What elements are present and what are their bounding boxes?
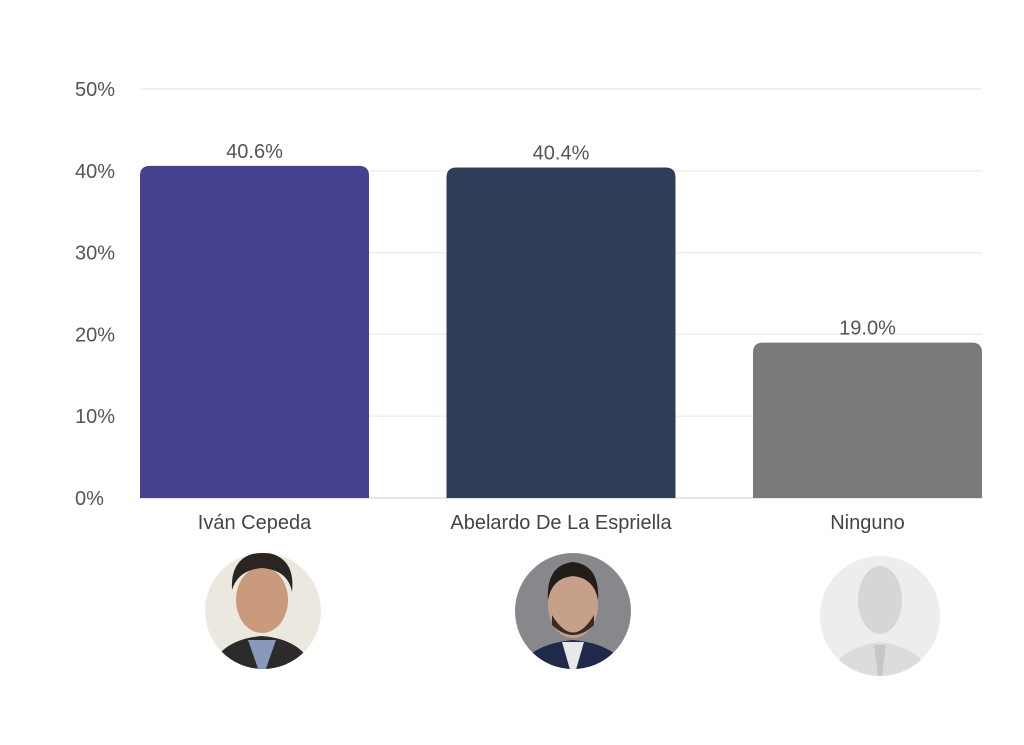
bars <box>140 165 982 498</box>
x-axis: Iván Cepeda Abelardo De La Espriella Ningu… <box>198 512 905 534</box>
y-tick-label: 50% <box>75 79 115 101</box>
x-tick-label: Ninguno <box>830 512 905 534</box>
y-axis: 0% 10% 20% 30% 40% 50% <box>75 79 115 510</box>
y-tick-label: 10% <box>75 406 115 428</box>
bar <box>753 342 982 498</box>
y-tick-label: 40% <box>75 161 115 183</box>
avatar-abelardo-de-la-espriella <box>515 553 631 669</box>
y-tick-label: 30% <box>75 243 115 265</box>
x-tick-label: Iván Cepeda <box>198 512 312 534</box>
data-label: 19.0% <box>839 318 896 340</box>
bar <box>446 167 676 498</box>
data-label: 40.4% <box>533 143 590 165</box>
data-label: 40.6% <box>226 141 283 163</box>
x-tick-label: Abelardo De La Espriella <box>450 512 672 534</box>
data-labels: 40.6% 40.4% 19.0% <box>226 141 896 340</box>
avatar-ninguno-faceless <box>820 556 940 676</box>
bar <box>140 165 369 498</box>
y-tick-label: 0% <box>75 488 104 510</box>
avatar-ivan-cepeda <box>205 553 321 669</box>
y-tick-label: 20% <box>75 324 115 346</box>
